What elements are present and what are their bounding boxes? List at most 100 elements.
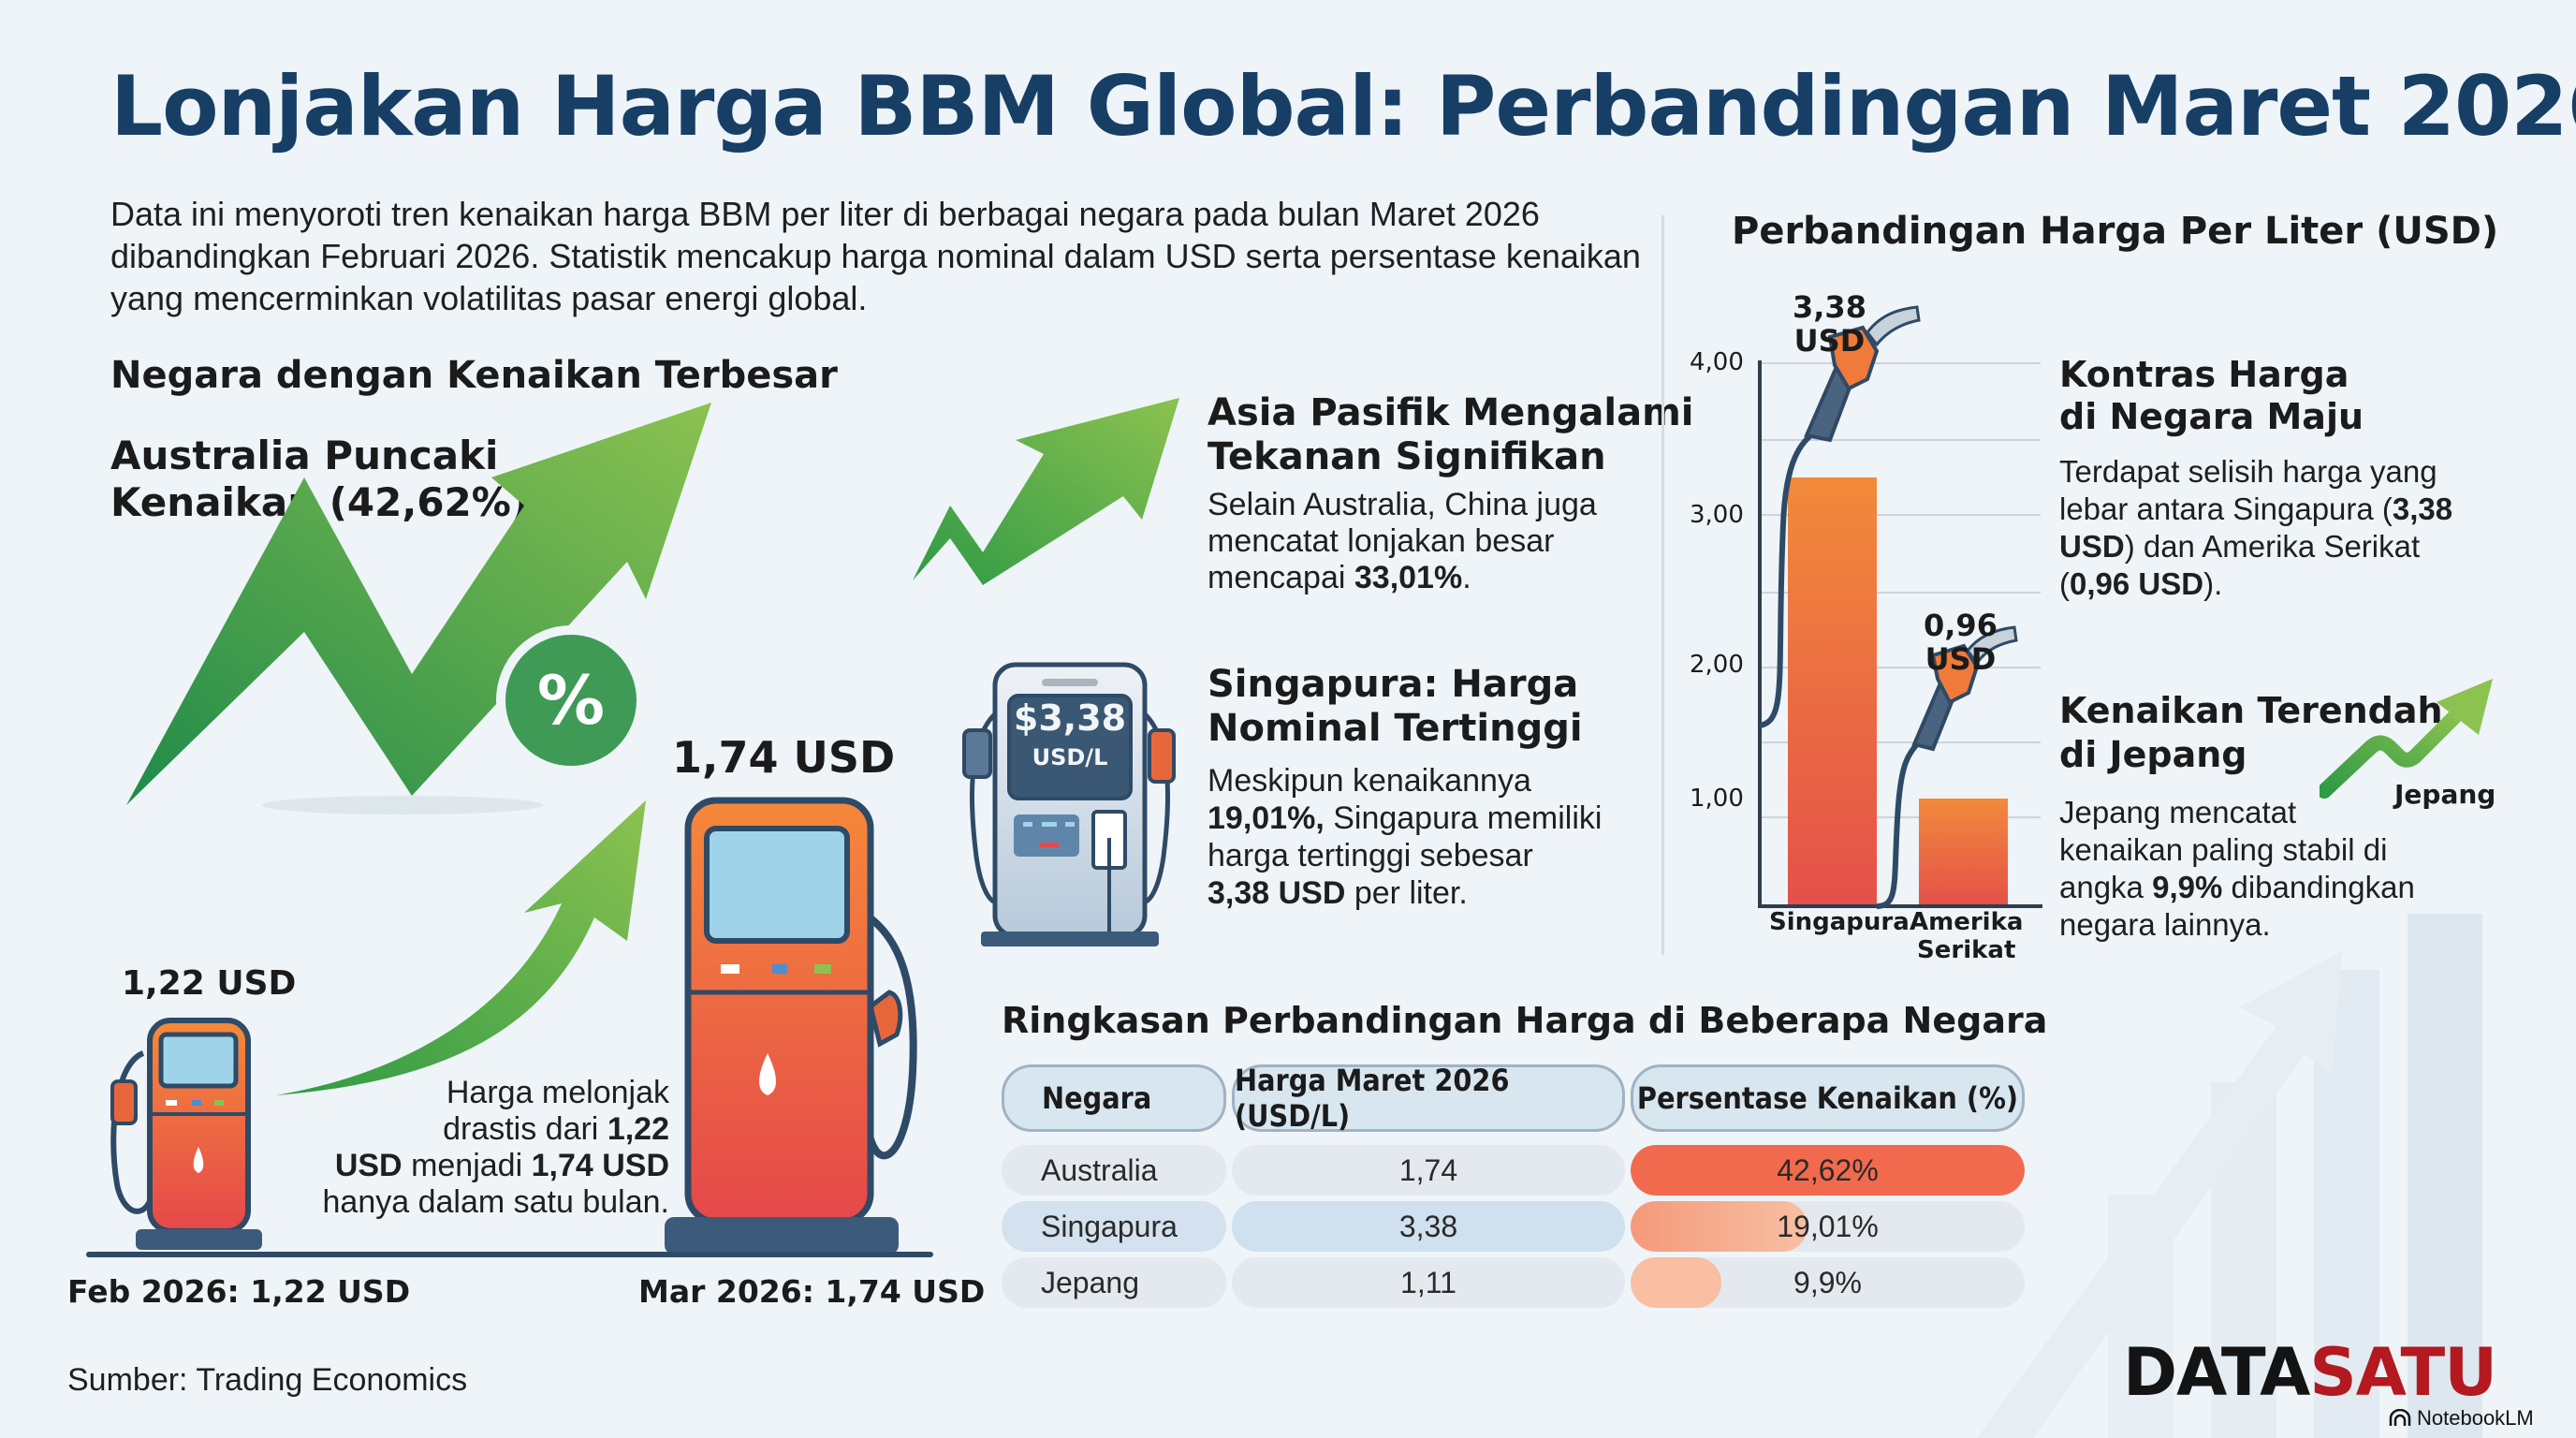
singapore-body-text: Singapura memiliki — [1324, 800, 1603, 836]
mar-price-label: 1,74 USD — [672, 732, 896, 783]
singapore-increase-value: 19,01%, — [1208, 800, 1325, 836]
y-tick-2: 2,00 — [1690, 651, 1744, 679]
jump-value: 1,74 USD — [531, 1148, 669, 1183]
japan-title-line-1: Kenaikan Terendah — [2059, 690, 2443, 731]
feb-price-label: 1,22 USD — [122, 964, 297, 1003]
notebooklm-label: NotebookLM — [2417, 1406, 2534, 1430]
japan-body-line: kenaikan paling stabil di — [2059, 832, 2388, 867]
asia-body-text: mencapai — [1208, 560, 1354, 595]
table-title: Ringkasan Perbandingan Harga di Beberapa… — [1002, 1000, 2048, 1041]
cell-text: 1,11 — [1400, 1265, 1456, 1299]
cell-price: 1,74 — [1232, 1145, 1625, 1196]
notebooklm-icon — [2389, 1409, 2411, 1426]
japan-trend-arrow-icon — [2320, 679, 2493, 799]
contrast-body-line: lebar antara Singapura (3,38 — [2059, 491, 2452, 528]
contrast-body-line: USD) dan Amerika Serikat — [2059, 528, 2452, 565]
jump-line-3: USD menjadi 1,74 USD — [281, 1148, 669, 1184]
contrast-body: Terdapat selisih harga yang lebar antara… — [2059, 453, 2452, 603]
vertical-divider — [1661, 215, 1664, 955]
bar-label-singapura: 3,38 USD — [1793, 289, 1866, 359]
singapore-title: Singapura: Harga Nominal Tertinggi — [1208, 663, 1583, 751]
singapore-body-text: per liter. — [1345, 875, 1468, 911]
jump-text: drastis dari — [443, 1111, 607, 1147]
bar-label-amerika: 0,96 USD — [1924, 608, 1998, 677]
cell-text: Australia — [1041, 1152, 1158, 1187]
jump-line-1: Harga melonjak — [446, 1075, 669, 1110]
japan-increase-value: 9,9% — [2152, 870, 2223, 904]
intro-paragraph: Data ini menyoroti tren kenaikan harga B… — [110, 195, 1641, 317]
table-row: Australia 1,74 42,62% — [1002, 1145, 2027, 1196]
jump-value: 1,22 — [607, 1111, 669, 1147]
singapore-body-line: 19,01%, Singapura memiliki — [1208, 800, 1602, 837]
percent-badge-icon: % — [496, 625, 646, 775]
asia-pacific-body: Selain Australia, China juga mencatat lo… — [1208, 487, 1597, 596]
table-row: Jepang 1,11 9,9% — [1002, 1257, 2027, 1308]
logo-part-data: DATA — [2123, 1334, 2310, 1411]
contrast-value: 3,38 — [2392, 492, 2453, 526]
pump-display-price: $3,38 — [1013, 697, 1127, 739]
japan-text: angka — [2059, 870, 2153, 904]
cell-price: 1,11 — [1232, 1257, 1625, 1308]
asia-title-line-2: Tekanan Signifikan — [1208, 435, 1606, 478]
contrast-text: ). — [2203, 566, 2223, 601]
cell-percent: 9,9% — [1631, 1257, 2025, 1308]
percent-fill-bar — [1631, 1201, 1808, 1252]
australia-highlight: Australia Puncaki Kenaikan (42,62%) — [110, 433, 529, 526]
japan-title-line-2: di Jepang — [2059, 734, 2247, 775]
cell-percent: 19,01% — [1631, 1201, 2025, 1252]
chart-title: Perbandingan Harga Per Liter (USD) — [1732, 210, 2499, 253]
bar-amerika-serikat — [1919, 799, 2008, 906]
contrast-value: 0,96 USD — [2070, 566, 2204, 601]
contrast-body-line: Terdapat selisih harga yang — [2059, 454, 2437, 489]
cell-percent: 42,62% — [1631, 1145, 2025, 1196]
summary-table: Negara Harga Maret 2026 (USD/L) Persenta… — [1002, 1063, 2027, 1308]
cell-text: 42,62% — [1777, 1152, 1879, 1187]
cell-country: Singapura — [1002, 1201, 1226, 1252]
y-tick-4: 4,00 — [1690, 348, 1744, 376]
jump-line-2: drastis dari 1,22 — [281, 1111, 669, 1148]
x-label-singapura: Singapura — [1769, 908, 1910, 936]
page-title: Lonjakan Harga BBM Global: Perbandingan … — [110, 58, 2576, 154]
large-fuel-pump-icon — [665, 797, 917, 1255]
japan-text: dibandingkan — [2222, 870, 2415, 904]
contrast-text: ( — [2059, 566, 2070, 601]
contrast-text: ) dan Amerika Serikat — [2124, 529, 2421, 564]
cell-country: Jepang — [1002, 1257, 1226, 1308]
highlight-line-1: Australia Puncaki — [110, 433, 499, 478]
asia-trend-arrow-icon — [913, 398, 1179, 585]
background-bars-decoration — [1977, 914, 2482, 1438]
logo-part-satu: SATU — [2309, 1334, 2497, 1411]
percent-fill-bar — [1631, 1257, 1721, 1308]
source-note: Sumber: Trading Economics — [67, 1362, 468, 1398]
singapore-title-line-1: Singapura: Harga — [1208, 663, 1579, 706]
contrast-text: lebar antara Singapura ( — [2059, 492, 2393, 526]
table-row: Singapura 3,38 19,01% — [1002, 1201, 2027, 1252]
cell-text: 19,01% — [1777, 1209, 1879, 1243]
asia-body-line: Selain Australia, China juga — [1208, 487, 1597, 522]
china-increase-value: 33,01% — [1354, 560, 1463, 595]
cell-text: 1,74 — [1398, 1152, 1458, 1187]
header-harga: Harga Maret 2026 (USD/L) — [1232, 1063, 1625, 1134]
asia-pacific-title: Asia Pasifik Mengalami Tekanan Signifika… — [1208, 391, 1693, 479]
singapore-price-value: 3,38 USD — [1208, 875, 1346, 911]
japan-body-line: Jepang mencatat — [2059, 795, 2297, 829]
contrast-title: Kontras Harga di Negara Maju — [2059, 354, 2364, 438]
contrast-value: USD — [2059, 529, 2125, 564]
cell-text: 3,38 — [1398, 1209, 1458, 1243]
cell-country: Australia — [1002, 1145, 1226, 1196]
big-trend-arrow-icon — [126, 403, 711, 814]
cell-text: 9,9% — [1793, 1265, 1862, 1299]
feb-caption: Feb 2026: 1,22 USD — [67, 1273, 411, 1310]
asia-body-text: . — [1462, 560, 1471, 595]
singapore-body-line: harga tertinggi sebesar — [1208, 838, 1533, 873]
japan-arrow-label: Jepang — [2394, 779, 2496, 810]
header-negara: Negara — [1002, 1064, 1226, 1132]
price-bar-chart — [1758, 305, 2042, 909]
cell-price: 3,38 — [1232, 1201, 1625, 1252]
x-label-amerika-serikat: Amerika Serikat — [1910, 908, 2024, 964]
pump-display-unit: USD/L — [1032, 744, 1108, 770]
notebooklm-credit: NotebookLM — [2389, 1406, 2534, 1431]
percent-fill-bar — [1631, 1145, 2025, 1196]
small-fuel-pump-icon — [110, 1018, 262, 1250]
mar-caption: Mar 2026: 1,74 USD — [638, 1273, 986, 1310]
